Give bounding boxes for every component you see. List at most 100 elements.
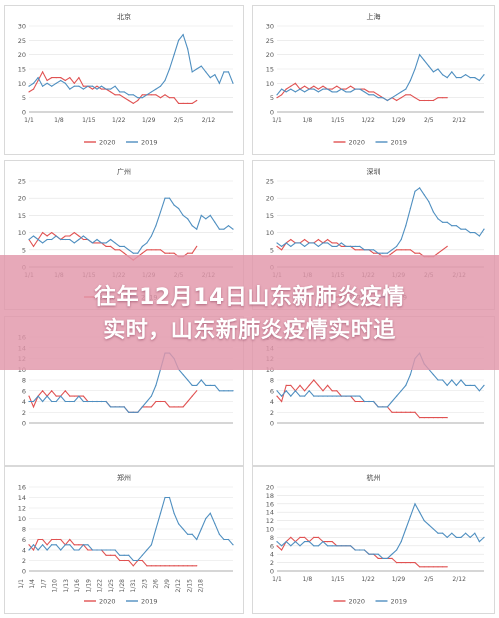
data-point xyxy=(396,395,398,397)
data-point xyxy=(414,503,416,505)
data-point xyxy=(290,545,292,547)
data-point xyxy=(100,549,103,551)
data-point xyxy=(114,249,116,251)
data-point xyxy=(196,99,198,102)
data-point xyxy=(200,214,202,216)
data-point xyxy=(474,532,476,534)
data-point xyxy=(331,395,333,397)
data-point xyxy=(391,400,393,403)
legend-label: 2020 xyxy=(99,139,116,147)
data-point xyxy=(182,565,184,567)
data-point xyxy=(465,228,467,230)
data-point xyxy=(405,562,407,564)
data-point xyxy=(428,417,430,419)
data-point xyxy=(276,390,278,392)
data-point xyxy=(290,384,292,386)
data-point xyxy=(396,249,398,251)
data-point xyxy=(28,85,30,87)
x-tick-label: 2/12 xyxy=(452,117,466,124)
data-point xyxy=(281,545,283,547)
y-tick-label: 15 xyxy=(266,66,274,74)
data-point xyxy=(155,528,157,530)
y-tick-label: 5 xyxy=(270,94,274,102)
data-point xyxy=(55,235,57,237)
data-point xyxy=(313,88,315,90)
data-point xyxy=(155,400,157,403)
y-tick-label: 2 xyxy=(270,559,274,567)
data-point xyxy=(368,249,370,251)
data-point xyxy=(137,411,139,413)
data-point xyxy=(150,395,152,397)
data-point xyxy=(87,85,89,87)
data-point xyxy=(187,533,189,535)
data-point xyxy=(437,97,439,99)
data-point xyxy=(354,245,356,247)
data-point xyxy=(340,245,342,247)
data-point xyxy=(191,71,193,73)
data-point xyxy=(82,400,84,403)
data-point xyxy=(146,249,148,251)
y-tick-label: 2 xyxy=(22,557,26,565)
data-point xyxy=(414,562,416,564)
data-point xyxy=(469,536,471,538)
data-point xyxy=(419,187,421,189)
data-point xyxy=(354,249,356,251)
data-point xyxy=(178,102,180,104)
data-point xyxy=(382,252,384,254)
data-point xyxy=(196,384,198,386)
data-point xyxy=(141,406,143,408)
legend-label: 2020 xyxy=(349,139,366,147)
data-point xyxy=(196,68,198,70)
data-point xyxy=(46,395,48,397)
data-point xyxy=(218,390,220,392)
data-point xyxy=(182,528,184,530)
y-tick-label: 14 xyxy=(266,509,274,517)
legend-label: 2019 xyxy=(141,139,158,147)
data-point xyxy=(405,384,407,386)
series-line xyxy=(276,187,485,254)
data-point xyxy=(232,390,234,392)
data-point xyxy=(114,85,116,87)
data-point xyxy=(432,417,434,419)
y-tick-label: 4 xyxy=(270,551,274,559)
data-point xyxy=(313,545,315,547)
data-point xyxy=(322,541,324,543)
data-point xyxy=(419,511,421,513)
data-point xyxy=(168,565,171,567)
data-point xyxy=(405,411,407,413)
data-point xyxy=(359,395,361,397)
data-point xyxy=(368,400,370,403)
y-tick-label: 12 xyxy=(266,517,274,525)
data-point xyxy=(294,541,296,543)
data-point xyxy=(60,549,62,551)
data-point xyxy=(446,97,448,99)
x-tick-label: 1/4 xyxy=(29,579,36,589)
data-point xyxy=(428,99,430,102)
data-point xyxy=(159,211,162,213)
x-tick-label: 1/1 xyxy=(18,579,25,589)
x-tick-label: 1/22 xyxy=(361,117,375,124)
data-point xyxy=(437,566,439,568)
data-point xyxy=(396,549,398,551)
data-point xyxy=(377,557,379,559)
data-point xyxy=(218,228,220,230)
data-point xyxy=(455,536,457,538)
data-point xyxy=(73,85,75,87)
data-point xyxy=(327,88,329,90)
data-point xyxy=(87,544,89,546)
data-point xyxy=(187,218,189,220)
data-point xyxy=(159,400,162,403)
chart-title: 杭州 xyxy=(366,474,381,482)
data-point xyxy=(460,77,462,79)
y-tick-label: 8 xyxy=(22,377,26,385)
data-point xyxy=(423,520,425,522)
data-point xyxy=(409,562,411,564)
data-point xyxy=(483,228,485,230)
data-point xyxy=(465,384,467,386)
data-point xyxy=(196,538,198,541)
data-point xyxy=(182,214,184,216)
data-point xyxy=(100,242,103,244)
x-tick-label: 1/8 xyxy=(303,576,313,583)
data-point xyxy=(28,238,30,241)
data-point xyxy=(227,390,230,392)
